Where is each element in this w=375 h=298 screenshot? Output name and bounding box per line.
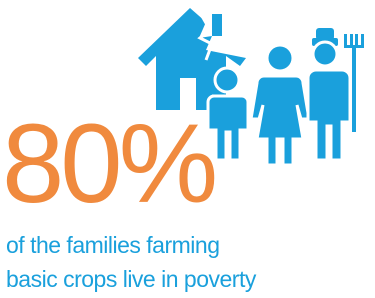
page: {"stat": "80%", "caption": ["of the fami… xyxy=(0,0,375,298)
woman xyxy=(251,45,309,165)
caption-line: of the families farming xyxy=(6,228,256,262)
caption: of the families farming basic crops live… xyxy=(6,228,256,296)
farmer xyxy=(308,28,364,160)
caption-line: basic crops live in poverty xyxy=(6,262,256,296)
stat: 80% xyxy=(2,108,214,220)
